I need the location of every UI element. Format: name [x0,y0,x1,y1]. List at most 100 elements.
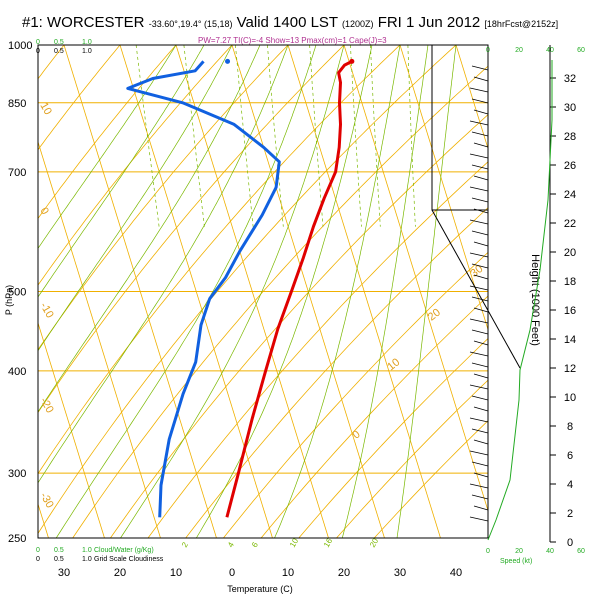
wind-barb [473,505,489,511]
wind-barb [471,329,489,335]
wind-speed-bottom-label: 0 [486,548,490,555]
wind-speed-bottom-label: 20 [515,548,523,555]
moist-adiabat-line [341,45,429,538]
wind-barb [469,483,489,489]
height-tick-label: 32 [564,73,576,85]
title-coords: -33.60°,19.4° (15,18) [148,19,233,29]
isotherm-label: 20 [426,307,443,324]
height-tick-label: 22 [564,218,576,230]
wind-barb [473,340,489,346]
wind-panel: 00202040406060Speed (kt)0246810121416182… [469,45,585,565]
cloud-water-top-label: 0.5 [54,39,64,46]
height-tick-label: 2 [567,508,573,520]
cloud-water-top-label: 1.0 [82,39,92,46]
wind-barb [469,417,489,423]
wind-barb [471,461,489,467]
wind-speed-top-label: 60 [577,47,585,54]
pressure-tick-label: 700 [8,167,26,179]
mixing-ratio-line [370,45,381,227]
wind-speed-profile [487,60,553,541]
mixing-ratio-label: 6 [250,540,260,549]
cloud-water-top-label: 0 [36,39,40,46]
mixing-ratio-label: 2 [180,540,190,549]
wind-speed-bottom-label: 40 [546,548,554,555]
moist-adiabat-line [274,45,401,538]
isotherm-line [512,45,600,538]
moist-adiabat-line [38,45,233,352]
wind-barb [473,307,489,313]
wind-barb [469,285,489,291]
height-tick-label: 0 [567,537,573,549]
height-tick-label: 28 [564,131,576,143]
dry-adiabat-line [260,295,488,538]
panel-diagonal [431,209,521,369]
title-forecast: [18hrFcst@2152z] [484,19,559,29]
isotherm-label: 30 [468,263,485,280]
isotherm-line [231,45,385,538]
pressure-tick-label: 300 [8,468,26,480]
title-station: #1: WORCESTER [22,14,145,31]
dry-adiabat-line [110,114,488,538]
wind-barb [471,65,489,71]
cloudiness-bottom-label: 1.0 [82,556,92,563]
mixing-ratio-line [350,45,362,227]
wind-barb [471,263,489,269]
wind-barb [471,494,489,500]
title-valid: Valid 1400 LST [236,14,338,31]
stability-indices: PW=7.27 TI(C)=-4 Show=13 Pmax(cm)=1 Cape… [198,36,387,45]
mixing-ratio-line [135,45,160,227]
wind-barb [469,318,489,324]
height-tick-label: 8 [567,421,573,433]
wind-barb [471,197,489,203]
wind-barb [473,109,489,115]
moist-adiabat-line [195,45,373,538]
dry-adiabat-line [223,251,488,538]
wind-barb [471,362,489,368]
cloudiness-top-label: 1.0 [82,48,92,55]
wind-barb [471,164,489,170]
cloudiness-top-label: 0.5 [54,48,64,55]
moist-adiabat-line [120,45,345,538]
dry-adiabat-line [38,45,345,414]
wind-speed-bottom-label: 60 [577,548,585,555]
mixing-ratio-line [267,45,284,227]
temperature-trace [225,60,353,518]
wind-barb [469,219,489,225]
wind-barb [469,153,489,159]
height-tick-label: 30 [564,102,576,114]
y-axis-label: P (hPa) [4,285,14,315]
wind-barb [473,76,489,82]
temperature-tick-label: 10 [282,567,294,579]
wind-barb [473,241,489,247]
wind-barb [473,175,489,181]
temperature-tick-label: 20 [338,567,350,579]
mixing-ratio-line [407,45,416,227]
height-tick-label: 12 [564,363,576,375]
dry-adiabat-label: 0 [37,206,50,217]
mixing-ratio-line [309,45,324,227]
pressure-tick-label: 1000 [8,40,32,52]
pressure-tick-label: 400 [8,366,26,378]
dry-adiabat-line [38,45,401,475]
wind-barb [469,87,489,93]
isotherm-line [63,45,217,538]
cloud-water-bottom-label: 0 [36,547,40,554]
moist-adiabat-line [55,45,317,538]
height-tick-label: 10 [564,392,576,404]
isotherm-line [38,321,105,538]
dry-adiabat-line [38,45,177,220]
dry-adiabat-line [336,379,488,538]
wind-barb [469,384,489,390]
dry-adiabat-line [38,45,289,351]
dry-adiabat-line [38,45,457,535]
dry-adiabat-line [38,45,233,286]
height-tick-label: 14 [564,334,576,346]
height-tick-label: 26 [564,160,576,172]
height-tick-label: 20 [564,247,576,259]
wind-barb [471,131,489,137]
wind-speed-caption: Speed (kt) [500,558,532,565]
thermo-grid [38,45,600,538]
wind-barb [469,120,489,126]
wind-barb [469,186,489,192]
